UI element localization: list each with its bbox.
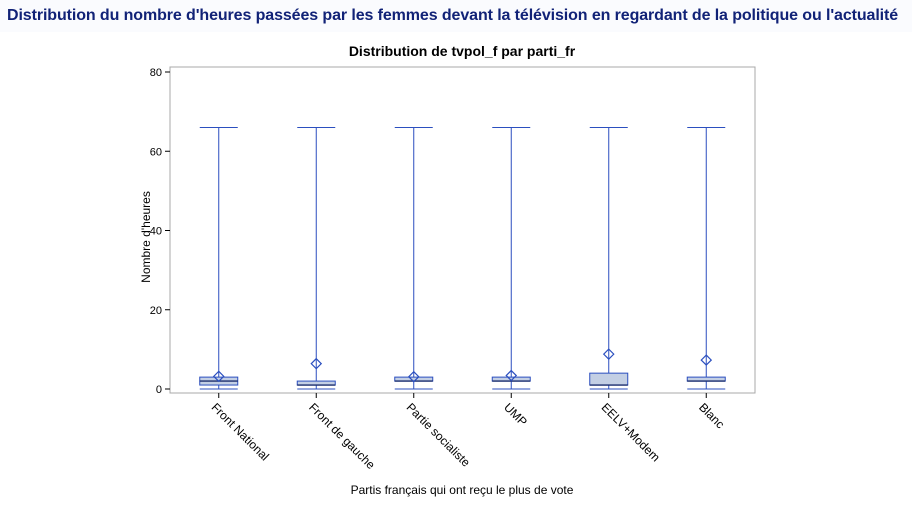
y-axis: 0 20 40 60 80 xyxy=(150,67,170,396)
mean-marker xyxy=(700,354,713,366)
x-axis-label: Partis français qui ont reçu le plus de … xyxy=(351,483,574,497)
y-tick-label: 80 xyxy=(150,67,162,79)
y-axis-label: Nombre d'heures xyxy=(139,191,153,283)
x-tick-label: Front de gauche xyxy=(306,400,378,472)
box-iqr xyxy=(589,372,629,386)
x-axis: Front National Front de gauche Partie soci… xyxy=(209,393,727,472)
box-series xyxy=(199,126,726,390)
mean-marker xyxy=(407,370,420,383)
y-tick-label: 20 xyxy=(150,305,162,317)
mean-marker xyxy=(212,370,225,383)
x-tick-label: Blanc xyxy=(696,400,727,431)
plot-frame xyxy=(169,66,756,394)
x-tick-label: EELV+Modem xyxy=(599,400,663,464)
mean-marker xyxy=(602,348,615,360)
x-tick-label: Partie socialiste xyxy=(404,400,474,470)
box-plot xyxy=(199,126,239,390)
y-tick-label: 40 xyxy=(150,226,162,238)
box-plot xyxy=(491,126,531,390)
x-tick-label: Front National xyxy=(209,400,272,463)
chart-title: Distribution de tvpol_f par parti_fr xyxy=(349,43,576,59)
page-title: Distribution du nombre d'heures passées … xyxy=(7,7,899,24)
x-tick-label: UMP xyxy=(501,400,530,429)
box-plot xyxy=(686,126,726,390)
box-plot xyxy=(589,126,629,390)
y-tick-label: 0 xyxy=(156,384,162,396)
mean-marker xyxy=(310,357,323,370)
y-tick-label: 60 xyxy=(150,146,162,158)
box-plot xyxy=(394,126,434,390)
mean-marker xyxy=(505,369,518,382)
box-plot xyxy=(296,126,336,390)
page-header: Distribution du nombre d'heures passées … xyxy=(0,0,912,32)
